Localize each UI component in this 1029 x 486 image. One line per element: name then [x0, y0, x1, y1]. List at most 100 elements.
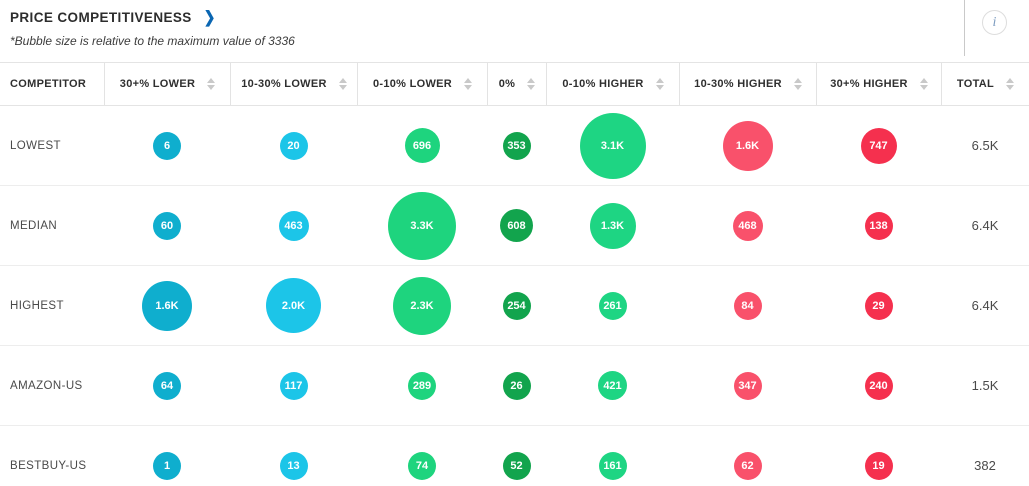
- sort-icon[interactable]: [1006, 78, 1015, 90]
- column-header-0-10-lower[interactable]: 0-10% LOWER: [357, 63, 487, 105]
- bubble-cell: 2.0K: [230, 266, 357, 345]
- bubble-cell: 161: [546, 426, 679, 486]
- sort-icon[interactable]: [464, 78, 473, 90]
- bubble-value[interactable]: 64: [153, 371, 181, 400]
- bubble-value[interactable]: 347: [733, 371, 762, 400]
- bubble-value[interactable]: 468: [732, 210, 763, 241]
- bubble-cell: 1.6K: [679, 106, 816, 185]
- bubble-cell: 52: [487, 426, 546, 486]
- bubble-value[interactable]: 138: [864, 211, 893, 240]
- bubble-value[interactable]: 26: [502, 371, 531, 400]
- row-total: 6.4K: [971, 298, 999, 313]
- bubble-cell: 2.3K: [357, 266, 487, 345]
- bubble-value[interactable]: 161: [598, 451, 627, 480]
- bubble-value[interactable]: 1.6K: [722, 120, 773, 171]
- bubble-value[interactable]: 84: [733, 291, 762, 320]
- bubble-value[interactable]: 3.3K: [388, 191, 456, 260]
- bubble-value[interactable]: 608: [500, 209, 533, 242]
- bubble-value[interactable]: 19: [864, 451, 893, 480]
- column-header-total[interactable]: TOTAL: [941, 63, 1029, 105]
- header-divider: [964, 0, 965, 56]
- price-competitiveness-table: COMPETITOR 30+% LOWER 10-30% LOWER 0-10% LO…: [0, 62, 1029, 486]
- bubble-cell: 64: [104, 346, 230, 425]
- bubble-value[interactable]: 421: [598, 371, 627, 400]
- bubble-cell: 74: [357, 426, 487, 486]
- table-row: LOWEST 6 20 696 353 3.1K 1.6K 747 6.5K: [0, 106, 1029, 186]
- column-header-label: 0-10% LOWER: [372, 78, 453, 90]
- bubble-value[interactable]: 463: [278, 210, 309, 241]
- bubble-cell: 3.3K: [357, 186, 487, 265]
- chevron-right-icon: ❯: [203, 7, 216, 27]
- sort-icon[interactable]: [527, 78, 536, 90]
- bubble-cell: 1.3K: [546, 186, 679, 265]
- bubble-cell: 1.6K: [104, 266, 230, 345]
- bubble-value[interactable]: 62: [733, 451, 762, 480]
- bubble-value[interactable]: 1: [153, 451, 181, 480]
- row-total: 6.4K: [971, 218, 999, 233]
- bubble-value[interactable]: 353: [502, 131, 531, 160]
- sort-icon[interactable]: [793, 78, 802, 90]
- column-header-label: 10-30% HIGHER: [694, 78, 782, 90]
- sort-icon[interactable]: [919, 78, 928, 90]
- bubble-value[interactable]: 60: [153, 211, 181, 240]
- bubble-cell: 347: [679, 346, 816, 425]
- bubble-value[interactable]: 20: [279, 131, 308, 160]
- sort-icon[interactable]: [338, 78, 347, 90]
- table-row: HIGHEST 1.6K 2.0K 2.3K 254 261 84 29 6.4K: [0, 266, 1029, 346]
- bubble-value[interactable]: 1.6K: [142, 280, 192, 331]
- column-header-0-10-higher[interactable]: 0-10% HIGHER: [546, 63, 679, 105]
- bubble-cell: 29: [816, 266, 941, 345]
- column-header-10-30-higher[interactable]: 10-30% HIGHER: [679, 63, 816, 105]
- bubble-value[interactable]: 2.0K: [266, 278, 321, 333]
- bubble-cell: 261: [546, 266, 679, 345]
- column-header-10-30-lower[interactable]: 10-30% LOWER: [230, 63, 357, 105]
- bubble-cell: 117: [230, 346, 357, 425]
- table-row: MEDIAN 60 463 3.3K 608 1.3K 468 138 6.4K: [0, 186, 1029, 266]
- column-header-label: 30+% LOWER: [119, 78, 196, 90]
- bubble-value[interactable]: 74: [408, 451, 436, 480]
- bubble-cell: 254: [487, 266, 546, 345]
- bubble-value[interactable]: 261: [598, 291, 627, 320]
- bubble-size-note: *Bubble size is relative to the maximum …: [10, 34, 295, 48]
- page-title: PRICE COMPETITIVENESS: [10, 10, 192, 25]
- column-header-0-[interactable]: 0%: [487, 63, 546, 105]
- table-header: COMPETITOR 30+% LOWER 10-30% LOWER 0-10% LO…: [0, 62, 1029, 106]
- bubble-cell: 608: [487, 186, 546, 265]
- bubble-cell: 289: [357, 346, 487, 425]
- bubble-value[interactable]: 6: [153, 131, 181, 160]
- bubble-cell: 19: [816, 426, 941, 486]
- bubble-cell: 62: [679, 426, 816, 486]
- sort-icon[interactable]: [655, 78, 664, 90]
- bubble-cell: 1: [104, 426, 230, 486]
- bubble-value[interactable]: 747: [860, 127, 897, 164]
- column-header-competitor: COMPETITOR: [0, 63, 104, 105]
- bubble-value[interactable]: 13: [279, 451, 308, 480]
- title-link[interactable]: PRICE COMPETITIVENESS ❯: [10, 7, 1017, 27]
- row-total: 1.5K: [971, 378, 999, 393]
- column-header-label: COMPETITOR: [10, 78, 87, 90]
- row-total: 382: [974, 458, 996, 473]
- bubble-value[interactable]: 1.3K: [589, 202, 636, 249]
- bubble-cell: 3.1K: [546, 106, 679, 185]
- bubble-value[interactable]: 29: [864, 291, 893, 320]
- column-header-30-higher[interactable]: 30+% HIGHER: [816, 63, 941, 105]
- bubble-value[interactable]: 2.3K: [393, 276, 451, 335]
- column-header-label: 0%: [498, 78, 516, 90]
- bubble-value[interactable]: 3.1K: [579, 112, 646, 179]
- column-header-label: 30+% HIGHER: [830, 78, 908, 90]
- competitor-label: AMAZON-US: [10, 379, 83, 392]
- bubble-value[interactable]: 240: [864, 371, 893, 400]
- info-icon[interactable]: i: [982, 10, 1007, 35]
- bubble-cell: 84: [679, 266, 816, 345]
- bubble-value[interactable]: 52: [502, 451, 531, 480]
- bubble-value[interactable]: 696: [404, 128, 440, 163]
- bubble-value[interactable]: 254: [502, 291, 531, 320]
- sort-icon[interactable]: [207, 78, 216, 90]
- widget-header: PRICE COMPETITIVENESS ❯ *Bubble size is …: [0, 0, 1029, 62]
- bubble-cell: 13: [230, 426, 357, 486]
- bubble-value[interactable]: 117: [279, 371, 308, 400]
- bubble-cell: 468: [679, 186, 816, 265]
- column-header-30-lower[interactable]: 30+% LOWER: [104, 63, 230, 105]
- bubble-value[interactable]: 289: [408, 371, 436, 400]
